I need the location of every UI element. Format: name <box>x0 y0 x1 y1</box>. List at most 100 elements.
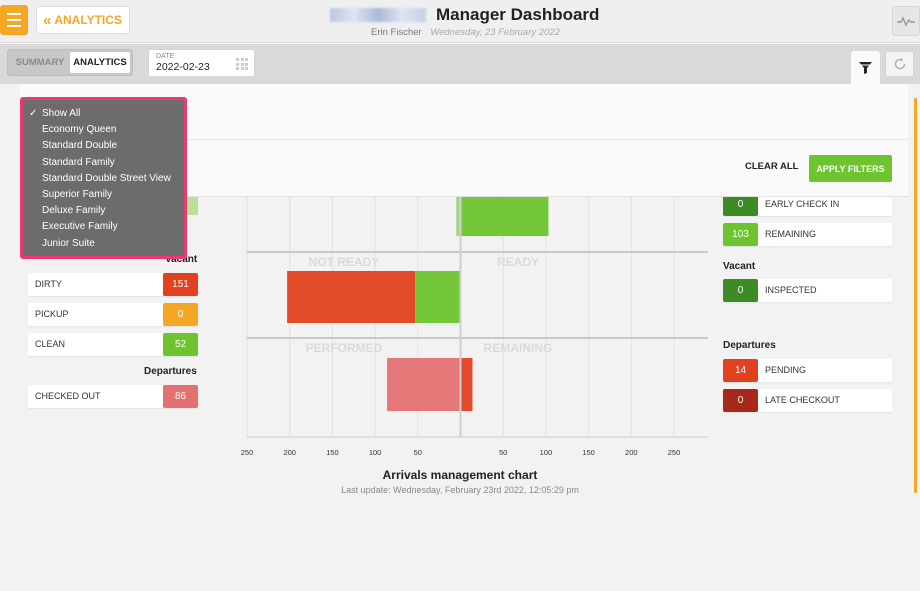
date-caption: DATE <box>156 53 175 60</box>
x-tick-label: 150 <box>326 448 339 457</box>
stat-badge: 86 <box>163 385 198 408</box>
stat-badge: 151 <box>163 273 198 296</box>
dropdown-option[interactable]: ✓ Show All <box>29 106 184 122</box>
departures-section-label: Departures <box>144 366 197 377</box>
stat-row-early-check-in[interactable]: 0 EARLY CHECK IN <box>723 193 892 216</box>
row-left-label: PERFORMED <box>306 341 383 355</box>
x-tick-label: 250 <box>668 448 681 457</box>
double-chevron-left-icon: « <box>43 11 52 29</box>
stat-badge: 0 <box>163 303 198 326</box>
last-update-text: Last update: Wednesday, February 23rd 20… <box>341 485 579 495</box>
row-right-label: READY <box>497 255 539 269</box>
stat-label: REMAINING <box>765 229 817 239</box>
stat-label: EARLY CHECK IN <box>765 199 840 209</box>
dropdown-option-label: Executive Family <box>42 221 118 233</box>
top-bar: « ANALYTICS Manager Dashboard Erin Fisch… <box>0 0 920 43</box>
tab-analytics[interactable]: ANALYTICS <box>70 52 130 73</box>
hamburger-menu-icon[interactable] <box>0 5 28 35</box>
stat-row-inspected[interactable]: 0 INSPECTED <box>723 279 892 302</box>
stat-row-checked-out[interactable]: CHECKED OUT 86 <box>28 385 198 408</box>
refresh-icon <box>894 57 905 70</box>
room-type-dropdown[interactable]: ✓ Show All Economy Queen Standard Double Sta… <box>20 97 187 259</box>
checkmark-icon: ✓ <box>29 108 38 119</box>
back-button-label: ANALYTICS <box>54 13 122 27</box>
scrollbar[interactable] <box>914 98 917 493</box>
x-tick-label: 100 <box>540 448 553 457</box>
x-tick-label: 200 <box>625 448 638 457</box>
x-tick-label: 250 <box>241 448 254 457</box>
vacant-section-label: Vacant <box>723 261 756 272</box>
row-right-label: REMAINING <box>484 341 553 355</box>
stat-row-dirty[interactable]: DIRTY 151 <box>28 273 198 296</box>
stat-badge: 14 <box>723 359 758 382</box>
filter-divider <box>20 139 908 140</box>
user-name: Erin Fischer <box>371 27 422 38</box>
toolbar: SUMMARY ANALYTICS DATE 2022-02-23 <box>0 44 920 84</box>
stat-row-pickup[interactable]: PICKUP 0 <box>28 303 198 326</box>
stat-label: PICKUP <box>35 309 69 319</box>
header-date: Wednesday, 23 February 2022 <box>430 27 560 38</box>
stat-label: PENDING <box>765 365 807 375</box>
chart-bar <box>456 197 461 236</box>
activity-pulse-icon[interactable] <box>892 6 920 36</box>
vacant-section-label: Vacant <box>165 254 198 265</box>
dropdown-option-label: Standard Family <box>42 156 115 168</box>
chart-bar <box>460 197 549 236</box>
stat-row-pending[interactable]: 14 PENDING <box>723 359 892 382</box>
clear-all-button[interactable]: CLEAR ALL <box>745 161 799 172</box>
stat-row-remaining[interactable]: 103 REMAINING <box>723 223 892 246</box>
x-tick-label: 50 <box>499 448 507 457</box>
dropdown-option[interactable]: Standard Double <box>29 138 184 154</box>
stat-badge: 103 <box>723 223 758 246</box>
dropdown-option[interactable]: Standard Double Street View <box>29 171 184 187</box>
dropdown-option[interactable]: Superior Family <box>29 187 184 203</box>
dropdown-option[interactable]: Economy Queen <box>29 122 184 138</box>
dropdown-option-label: Deluxe Family <box>42 205 106 217</box>
dropdown-option[interactable]: Executive Family <box>29 219 184 235</box>
x-tick-label: 200 <box>283 448 296 457</box>
row-left-label: NOT READY <box>309 255 380 269</box>
filter-toggle-button[interactable] <box>851 51 880 84</box>
date-value: 2022-02-23 <box>156 61 210 73</box>
dropdown-option[interactable]: Deluxe Family <box>29 203 184 219</box>
refresh-button[interactable] <box>885 51 914 77</box>
dropdown-option[interactable]: Junior Suite <box>29 236 184 252</box>
apply-filters-button[interactable]: APPLY FILTERS <box>809 155 892 182</box>
stat-badge: 0 <box>723 389 758 412</box>
stat-label: CHECKED OUT <box>35 391 101 401</box>
dropdown-option-label: Show All <box>42 108 81 119</box>
funnel-icon <box>859 61 872 74</box>
view-switcher: SUMMARY ANALYTICS <box>7 49 133 76</box>
back-to-analytics-button[interactable]: « ANALYTICS <box>36 6 130 34</box>
stat-badge: 0 <box>723 193 758 216</box>
x-tick-label: 150 <box>582 448 595 457</box>
chart-title: Arrivals management chart <box>382 468 538 482</box>
tab-summary[interactable]: SUMMARY <box>15 57 65 68</box>
stat-label: DIRTY <box>35 279 62 289</box>
dropdown-option-label: Superior Family <box>42 188 113 200</box>
dropdown-option-label: Economy Queen <box>42 124 117 136</box>
stat-row-clean[interactable]: CLEAN 52 <box>28 333 198 356</box>
stat-row-late-checkout[interactable]: 0 LATE CHECKOUT <box>723 389 892 412</box>
stat-label: CLEAN <box>35 339 66 349</box>
departures-section-label: Departures <box>723 340 776 351</box>
hotel-logo-blurred <box>330 8 426 22</box>
dropdown-option-label: Standard Double <box>42 140 118 152</box>
stat-label: INSPECTED <box>765 285 817 295</box>
calendar-grid-icon <box>236 58 248 70</box>
stat-badge: 52 <box>163 333 198 356</box>
x-tick-label: 50 <box>414 448 422 457</box>
chart-bar <box>460 358 473 411</box>
dropdown-option[interactable]: Standard Family <box>29 155 184 171</box>
stat-badge: 0 <box>723 279 758 302</box>
page-header: Manager Dashboard Erin Fischer Wednesday… <box>330 5 630 38</box>
dropdown-option-label: Junior Suite <box>42 237 95 249</box>
x-tick-label: 100 <box>369 448 382 457</box>
date-picker[interactable]: DATE 2022-02-23 <box>148 49 255 77</box>
arrivals-badge-stub <box>187 197 198 215</box>
chart-bar <box>387 358 461 411</box>
chart-bar <box>287 271 416 323</box>
stat-label: LATE CHECKOUT <box>765 395 840 405</box>
chart-bar <box>415 271 461 323</box>
